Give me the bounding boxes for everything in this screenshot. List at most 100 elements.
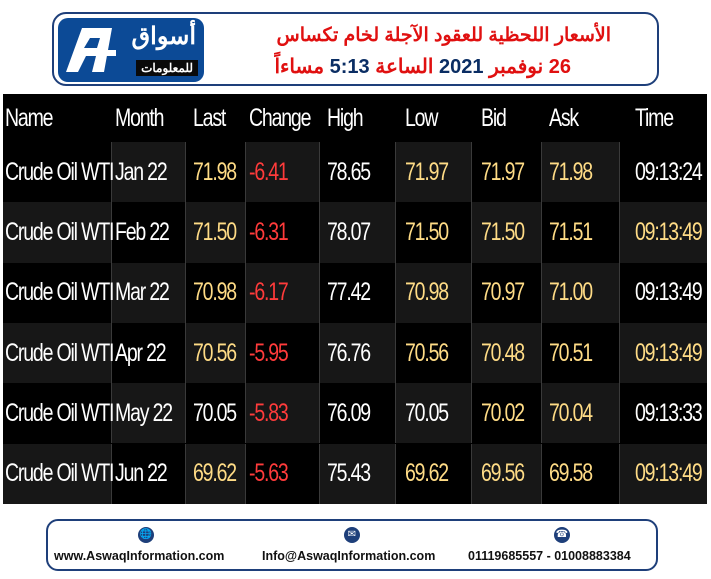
cell-change: -5.95 bbox=[249, 338, 289, 367]
column-divider bbox=[111, 443, 112, 504]
column-divider bbox=[541, 383, 542, 444]
cell-name: Crude Oil WTI bbox=[5, 217, 114, 246]
cell-shade bbox=[395, 262, 471, 323]
cell-bid: 71.97 bbox=[481, 157, 525, 186]
column-divider bbox=[319, 262, 320, 323]
time-period: مساءاً bbox=[274, 56, 325, 78]
column-divider bbox=[185, 202, 186, 263]
table-row: Crude Oil WTI Mar 22 70.98 -6.17 77.42 70.98 7… bbox=[3, 262, 707, 323]
cell-month: Jan 22 bbox=[115, 157, 168, 186]
cell-shade bbox=[3, 202, 111, 263]
column-divider bbox=[185, 142, 186, 203]
page-header: أسواق للمعلومات الأسعار اللحظية للعقود ا… bbox=[52, 12, 659, 86]
cell-shade bbox=[3, 443, 111, 504]
column-divider bbox=[319, 383, 320, 444]
cell-shade bbox=[319, 322, 395, 384]
cell-shade bbox=[185, 202, 245, 263]
cell-shade bbox=[619, 443, 707, 504]
column-header-high: High bbox=[327, 103, 364, 132]
email-link[interactable]: Info@AswaqInformation.com bbox=[262, 549, 436, 563]
column-divider bbox=[185, 383, 186, 444]
cell-shade bbox=[541, 262, 619, 323]
column-header-ask: Ask bbox=[549, 103, 579, 132]
column-divider bbox=[245, 322, 246, 384]
column-divider bbox=[541, 142, 542, 203]
cell-shade bbox=[111, 383, 185, 444]
cell-last: 70.56 bbox=[193, 338, 237, 367]
cell-shade bbox=[245, 262, 319, 323]
date-day: 26 bbox=[548, 56, 571, 78]
phone-icon: ☎ bbox=[554, 527, 570, 543]
cell-month: Jun 22 bbox=[115, 459, 168, 488]
column-divider bbox=[471, 142, 472, 203]
table-row: Crude Oil WTI Jun 22 69.62 -5.63 75.43 69.62 6… bbox=[3, 443, 707, 504]
time-label: الساعة bbox=[375, 56, 434, 78]
column-divider bbox=[471, 262, 472, 323]
cell-shade bbox=[319, 202, 395, 263]
column-divider bbox=[619, 262, 620, 323]
column-divider bbox=[395, 202, 396, 263]
cell-month: May 22 bbox=[115, 398, 173, 427]
mail-icon: ✉ bbox=[344, 527, 360, 543]
cell-low: 71.97 bbox=[405, 157, 449, 186]
column-divider bbox=[395, 322, 396, 384]
table-row: Crude Oil WTI May 22 70.05 -5.83 76.09 70.05 7… bbox=[3, 383, 707, 444]
column-header-month: Month bbox=[115, 103, 165, 132]
column-header-low: Low bbox=[405, 103, 438, 132]
cell-shade bbox=[185, 443, 245, 504]
cell-low: 69.62 bbox=[405, 459, 449, 488]
table-row: Crude Oil WTI Jan 22 71.98 -6.41 78.65 71.97 7… bbox=[3, 142, 707, 203]
column-header-name: Name bbox=[5, 103, 54, 132]
phone-numbers: 01119685557 - 01008883384 bbox=[468, 549, 631, 563]
cell-shade bbox=[245, 383, 319, 444]
quotes-table: Name Month Last Change High Low Bid Ask Time Cru… bbox=[3, 94, 707, 504]
cell-high: 77.42 bbox=[327, 278, 371, 307]
date-month: نوفمبر bbox=[489, 56, 544, 78]
column-divider bbox=[111, 142, 112, 203]
cell-low: 70.56 bbox=[405, 338, 449, 367]
cell-shade bbox=[471, 202, 541, 263]
column-divider bbox=[395, 142, 396, 203]
cell-shade bbox=[185, 322, 245, 384]
cell-change: -6.17 bbox=[249, 278, 289, 307]
column-divider bbox=[319, 443, 320, 504]
column-divider bbox=[245, 262, 246, 323]
cell-time: 09:13:49 bbox=[635, 217, 703, 246]
cell-shade bbox=[111, 262, 185, 323]
cell-bid: 70.02 bbox=[481, 398, 525, 427]
column-divider bbox=[471, 202, 472, 263]
cell-name: Crude Oil WTI bbox=[5, 278, 114, 307]
cell-last: 71.98 bbox=[193, 157, 237, 186]
cell-change: -6.41 bbox=[249, 157, 289, 186]
cell-shade bbox=[245, 142, 319, 203]
column-divider bbox=[471, 322, 472, 384]
cell-shade bbox=[471, 322, 541, 384]
cell-bid: 71.50 bbox=[481, 217, 525, 246]
cell-shade bbox=[319, 443, 395, 504]
cell-shade bbox=[541, 142, 619, 203]
column-divider bbox=[319, 202, 320, 263]
cell-ask: 69.58 bbox=[549, 459, 593, 488]
cell-shade bbox=[3, 322, 111, 384]
cell-low: 70.98 bbox=[405, 278, 449, 307]
website-link[interactable]: www.AswaqInformation.com bbox=[54, 549, 225, 563]
date-time-line: 26 نوفمبر 2021 الساعة 5:13 مساءاً bbox=[274, 54, 571, 79]
cell-last: 70.98 bbox=[193, 278, 237, 307]
page-title: الأسعار اللحظية للعقود الآجلة لخام تكساس bbox=[276, 25, 611, 46]
column-divider bbox=[471, 443, 472, 504]
cell-name: Crude Oil WTI bbox=[5, 398, 114, 427]
cell-ask: 71.98 bbox=[549, 157, 593, 186]
column-divider bbox=[185, 443, 186, 504]
cell-change: -6.31 bbox=[249, 217, 289, 246]
column-divider bbox=[111, 202, 112, 263]
cell-shade bbox=[471, 443, 541, 504]
cell-last: 70.05 bbox=[193, 398, 237, 427]
cell-name: Crude Oil WTI bbox=[5, 459, 114, 488]
date-year: 2021 bbox=[439, 56, 484, 78]
column-divider bbox=[111, 322, 112, 384]
time-value: 5:13 bbox=[329, 56, 370, 78]
column-divider bbox=[245, 202, 246, 263]
cell-shade bbox=[619, 322, 707, 384]
column-divider bbox=[245, 142, 246, 203]
column-divider bbox=[619, 383, 620, 444]
